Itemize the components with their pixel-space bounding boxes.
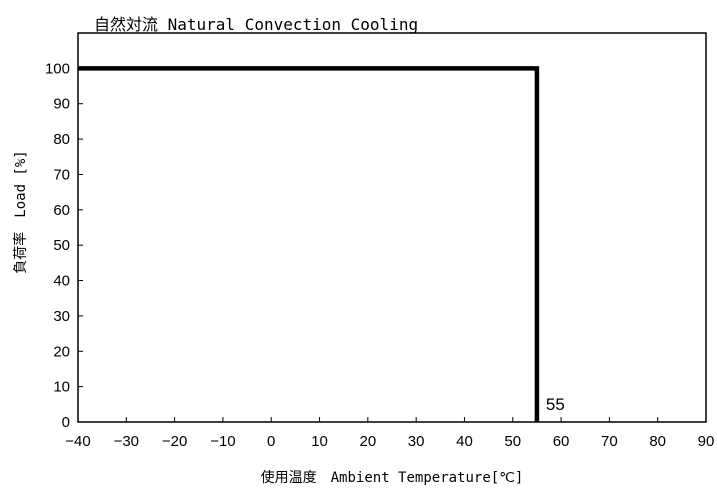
x-tick-label: 60 <box>553 433 570 450</box>
y-tick-label: 10 <box>53 379 70 396</box>
annotation-label: 55 <box>546 395 565 414</box>
x-axis-label: 使用温度 Ambient Temperature[℃] <box>261 469 524 486</box>
y-tick-label: 20 <box>53 343 70 360</box>
series-line <box>78 66 540 422</box>
x-tick-label: 50 <box>504 433 521 450</box>
y-tick-label: 40 <box>53 273 70 290</box>
chart-title: 自然対流 Natural Convection Cooling <box>94 15 418 34</box>
plot-area <box>77 32 707 423</box>
x-tick-label: −40 <box>65 433 90 450</box>
y-tick-label: 100 <box>45 60 70 77</box>
x-tick-label: −10 <box>210 433 235 450</box>
x-tick-label: 30 <box>408 433 425 450</box>
y-tick-label: 80 <box>53 131 70 148</box>
x-tick-label: −30 <box>114 433 139 450</box>
x-axis: −40 −30 −20 −10 0 10 20 30 40 50 60 70 80 90 <box>65 417 714 450</box>
x-tick-label: 40 <box>456 433 473 450</box>
y-tick-label: 50 <box>53 237 70 254</box>
y-tick-label: 30 <box>53 308 70 325</box>
x-tick-label: 20 <box>360 433 377 450</box>
x-tick-label: 80 <box>649 433 666 450</box>
x-tick-label: 10 <box>311 433 328 450</box>
series-layer <box>78 66 540 422</box>
annotation-layer: 55 <box>546 395 565 414</box>
y-axis: 0 10 20 30 40 50 60 70 80 90 100 <box>45 60 83 431</box>
y-tick-label: 0 <box>62 414 70 431</box>
y-tick-label: 60 <box>53 202 70 219</box>
x-tick-label: 0 <box>267 433 275 450</box>
x-tick-label: −20 <box>162 433 187 450</box>
y-tick-label: 90 <box>53 96 70 113</box>
x-tick-label: 90 <box>698 433 715 450</box>
x-tick-label: 70 <box>601 433 618 450</box>
y-axis-label: 負荷率 Load [%] <box>12 150 29 273</box>
y-tick-label: 70 <box>53 166 70 183</box>
